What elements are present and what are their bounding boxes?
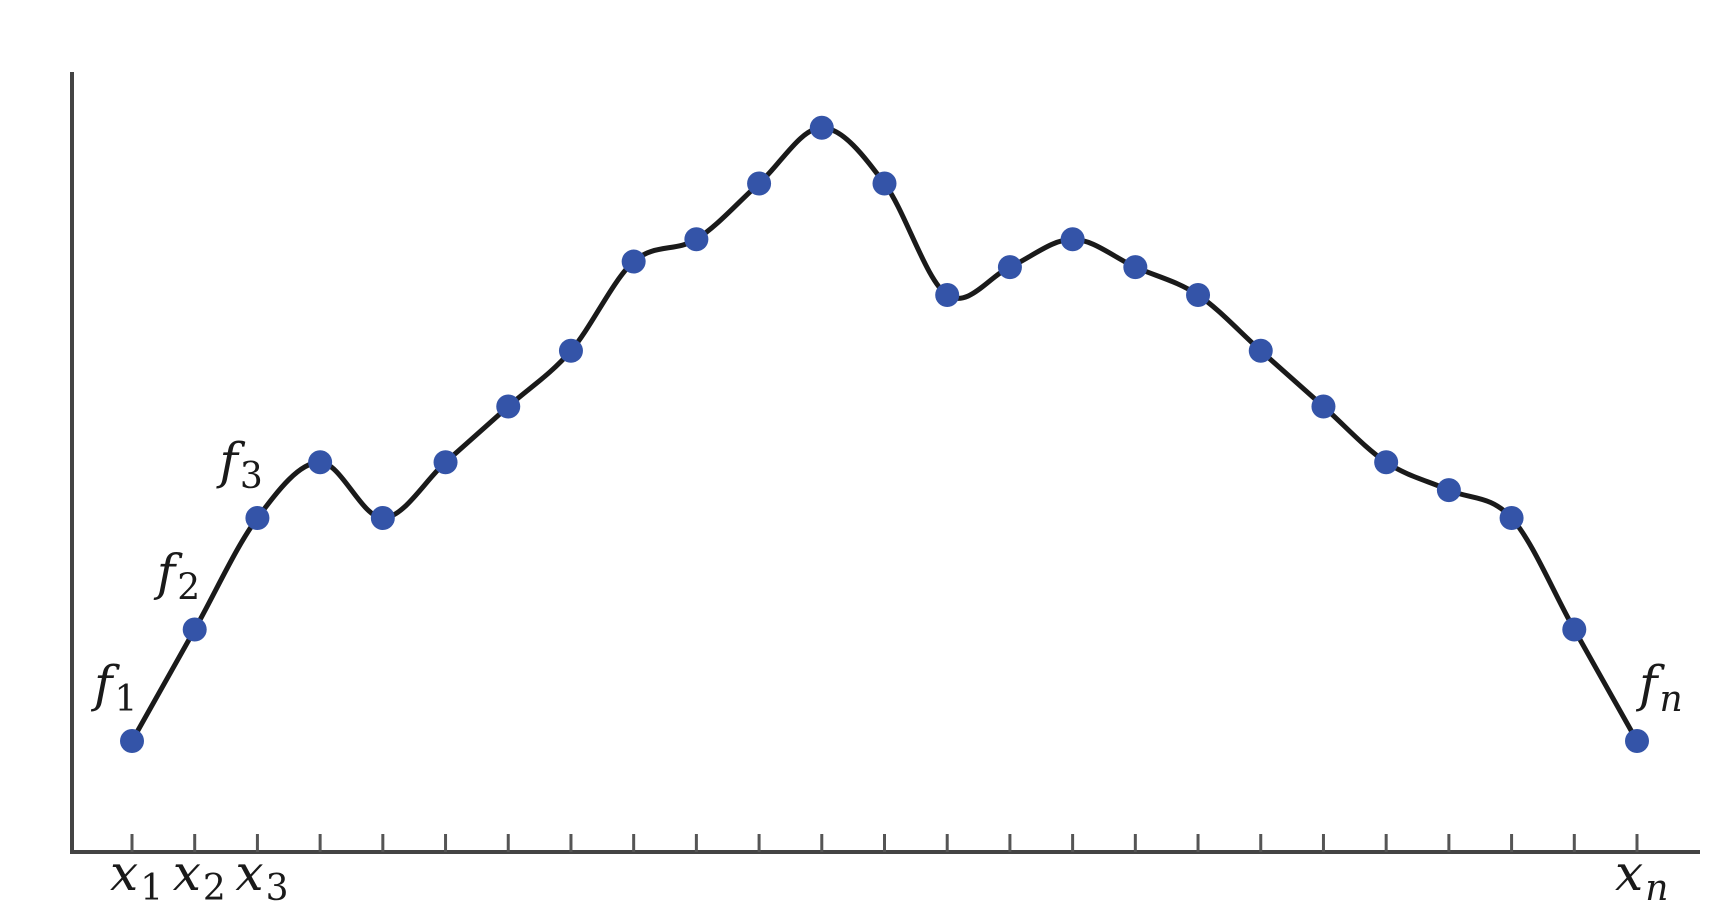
data-point	[747, 171, 772, 196]
data-point	[1311, 394, 1336, 419]
tick-label-xn: xn	[1615, 844, 1668, 909]
data-point	[997, 255, 1022, 280]
data-point	[120, 729, 144, 753]
point-label-f1: f1	[90, 655, 137, 720]
data-point	[245, 506, 270, 530]
data-point	[809, 115, 834, 140]
data-point	[1248, 338, 1273, 363]
x-tick-labels: x1 x2 x3 xn	[110, 844, 1668, 909]
data-point	[496, 394, 521, 419]
point-label-fn: fn	[1635, 655, 1683, 720]
data-point	[182, 617, 207, 642]
data-point	[1499, 506, 1524, 530]
data-point	[1186, 283, 1211, 307]
data-point	[935, 283, 960, 307]
data-point	[1123, 255, 1148, 280]
data-point	[684, 227, 709, 252]
data-point	[433, 450, 458, 475]
data-points	[120, 115, 1649, 753]
tick-label-x2: x2	[173, 844, 226, 909]
data-point	[1562, 617, 1587, 642]
point-label-f3: f3	[215, 432, 262, 497]
data-point	[621, 249, 646, 274]
data-point	[1374, 450, 1399, 475]
point-label-f2: f2	[153, 544, 200, 609]
x-ticks	[130, 834, 1639, 852]
data-point	[872, 171, 897, 196]
tick-label-x3: x3	[235, 844, 288, 909]
data-point	[1436, 478, 1461, 503]
data-point	[1625, 729, 1649, 753]
data-point	[558, 338, 583, 363]
interpolating-curve	[129, 125, 1640, 744]
data-point	[370, 506, 395, 530]
tick-label-x1: x1	[110, 844, 163, 909]
data-point	[1060, 227, 1085, 252]
data-point	[308, 450, 333, 475]
